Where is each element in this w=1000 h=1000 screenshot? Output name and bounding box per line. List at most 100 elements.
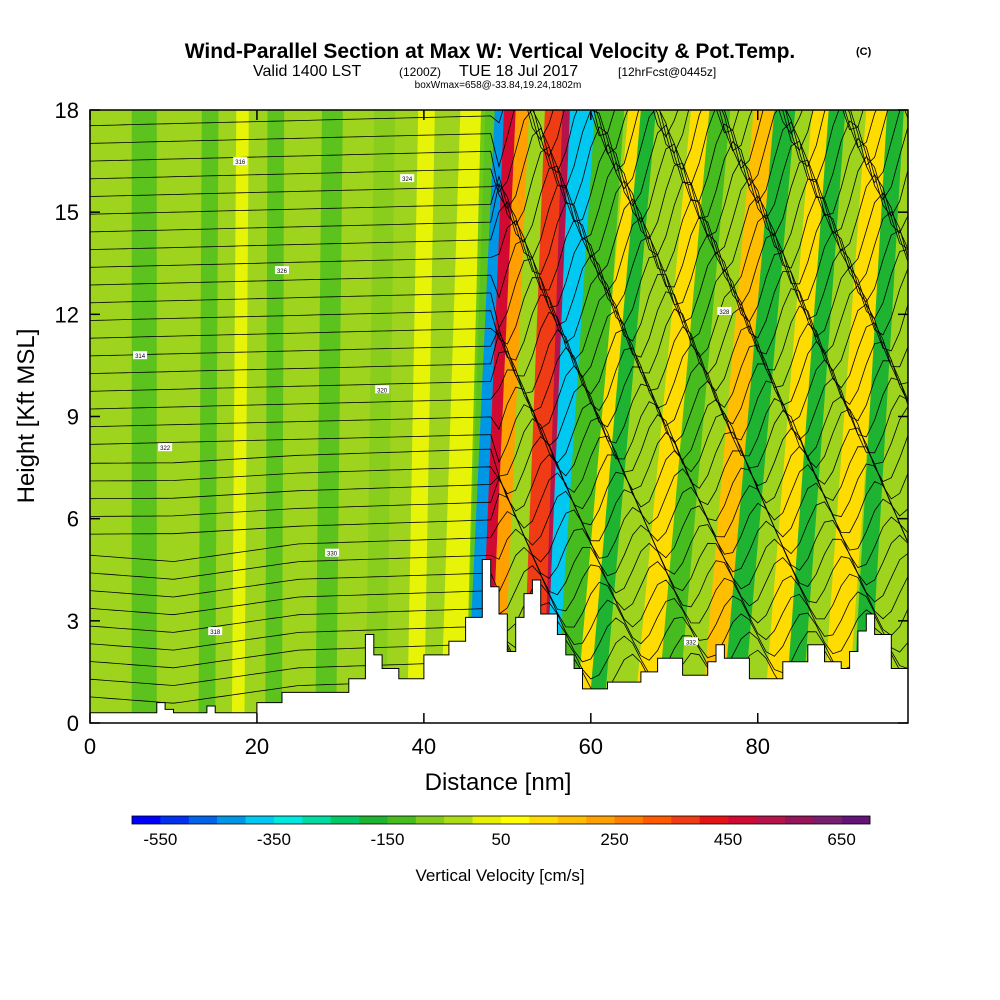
- colorbar-swatch: [330, 816, 360, 824]
- velocity-band: [853, 110, 904, 689]
- isentrope-label-bg: [274, 266, 289, 275]
- isentrope: [90, 110, 877, 157]
- isentrope-label-bg: [325, 548, 340, 557]
- velocity-band: [703, 110, 779, 689]
- isentrope: [90, 110, 889, 174]
- isentrope: [90, 173, 908, 259]
- isentrope: [90, 480, 908, 546]
- isentrope: [90, 284, 908, 361]
- isentrope-lines: [90, 110, 908, 704]
- isentrope: [90, 210, 908, 293]
- velocity-band: [557, 110, 625, 689]
- velocity-band: [440, 110, 486, 723]
- colorbar-frame: [131, 815, 871, 825]
- isentrope: [90, 516, 908, 580]
- y-tick-label: 12: [55, 302, 79, 327]
- velocity-band: [198, 110, 219, 723]
- isentrope: [90, 248, 908, 329]
- colorbar-swatch: [784, 816, 814, 824]
- terrain: [89, 559, 909, 724]
- y-axis-label: Height [Kft MSL]: [13, 329, 40, 504]
- velocity-band: [659, 110, 731, 689]
- colorbar-swatch: [614, 816, 644, 824]
- colorbar-tick-label: 450: [714, 830, 742, 849]
- colorbar-tick-label: 50: [492, 830, 511, 849]
- velocity-band: [365, 110, 396, 723]
- velocity-band: [315, 110, 343, 723]
- y-tick-label: 9: [67, 405, 79, 430]
- velocity-band: [590, 110, 656, 689]
- box-info: boxWmax=658@-33.84,19.24,1802m: [415, 80, 582, 91]
- colorbar-swatch: [245, 816, 275, 824]
- isentrope-label: 332: [683, 637, 698, 646]
- y-tick-label: 6: [67, 507, 79, 532]
- isentrope: [90, 120, 908, 210]
- isentrope-label-text: 326: [277, 269, 288, 275]
- subtitle-utc: (1200Z): [399, 65, 441, 79]
- y-tick-label: 0: [67, 711, 79, 736]
- isentrope-labels: 314 316 318 320 322 324 326 328 330 332: [133, 157, 732, 646]
- y-tick-label: 15: [55, 200, 79, 225]
- colorbar-tick-label: 650: [827, 830, 855, 849]
- colorbar-swatch: [273, 816, 303, 824]
- isentrope-label: 324: [400, 174, 415, 183]
- isentrope-label-text: 318: [210, 630, 221, 636]
- isentrope-label-text: 322: [160, 446, 171, 452]
- colorbar-tick-label: -550: [143, 830, 177, 849]
- x-tick-label: 20: [245, 734, 269, 759]
- isentrope: [90, 229, 908, 309]
- colorbar: -550 -350 -150 50 250 450 650: [131, 815, 871, 849]
- subtitle-forecast: [12hrFcst@0445z]: [618, 65, 716, 79]
- velocity-field: [131, 110, 904, 723]
- isentrope-label-bg: [133, 351, 148, 360]
- colorbar-swatch: [671, 816, 700, 824]
- colorbar-tick-label: -350: [257, 830, 291, 849]
- axis-ticks: 0 20 40 60 80 0 3 6 9 12 15 18: [55, 98, 908, 759]
- colorbar-swatch: [728, 816, 757, 824]
- colorbar-swatch: [387, 816, 417, 824]
- x-axis-label: Distance [nm]: [425, 769, 572, 796]
- colorbar-swatch: [699, 816, 729, 824]
- isentrope: [90, 427, 908, 495]
- subtitle-valid: Valid 1400 LST: [253, 63, 361, 80]
- isentrope: [90, 137, 908, 227]
- isentrope-label-text: 320: [377, 388, 388, 394]
- isentrope: [90, 377, 908, 447]
- x-tick-label: 0: [84, 734, 96, 759]
- colorbar-swatch: [529, 816, 559, 824]
- velocity-band: [265, 110, 285, 723]
- subtitle-date: TUE 18 Jul 2017: [459, 63, 578, 80]
- colorbar-swatch: [188, 816, 218, 824]
- isentrope: [90, 463, 908, 529]
- isentrope: [90, 359, 908, 430]
- isentrope-label-bg: [158, 443, 173, 452]
- velocity-band: [724, 110, 796, 689]
- colorbar-swatch: [642, 816, 672, 824]
- subtitle: Valid 1400 LST (1200Z) TUE 18 Jul 2017 […: [253, 63, 716, 80]
- isentrope-label-bg: [717, 306, 732, 315]
- colorbar-swatch: [501, 816, 530, 824]
- title-mark: (C): [856, 46, 872, 58]
- isentrope-label-bg: [233, 157, 248, 166]
- velocity-band: [786, 110, 846, 689]
- velocity-band: [636, 110, 717, 689]
- isentrope: [90, 192, 908, 276]
- isentrope-label-text: 316: [235, 160, 246, 166]
- isentrope: [90, 322, 908, 395]
- colorbar-swatch: [756, 816, 786, 824]
- colorbar-tick-label: -150: [370, 830, 404, 849]
- colorbar-swatch: [586, 816, 615, 824]
- isentrope-label: 328: [717, 306, 732, 316]
- colorbar-swatch: [841, 816, 871, 824]
- isentrope-label-bg: [400, 174, 415, 183]
- colorbar-swatch: [217, 816, 246, 824]
- colorbar-swatch: [557, 816, 587, 824]
- x-tick-label: 40: [412, 734, 436, 759]
- velocity-band: [131, 110, 157, 723]
- isentrope-label: 316: [233, 157, 248, 166]
- colorbar-swatch: [132, 816, 161, 824]
- isentrope: [90, 110, 901, 193]
- x-tick-label: 80: [746, 734, 770, 759]
- x-tick-label: 60: [579, 734, 603, 759]
